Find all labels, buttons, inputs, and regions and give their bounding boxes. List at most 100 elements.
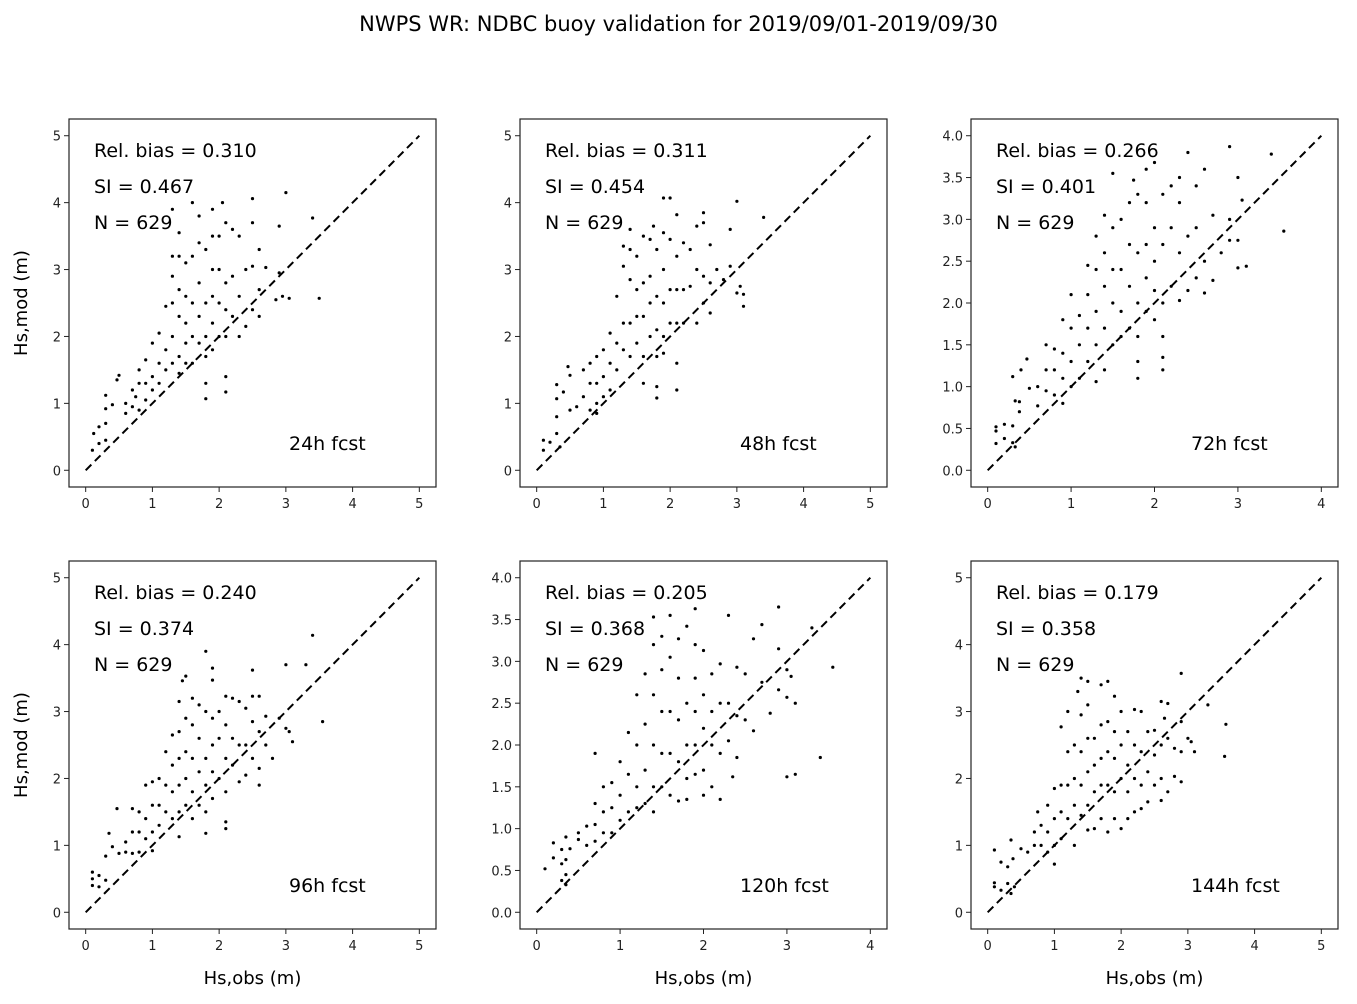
data-point xyxy=(1194,184,1198,188)
data-point xyxy=(568,373,572,377)
y-tick-label: 4.0 xyxy=(942,130,963,145)
y-tick-label: 0 xyxy=(955,906,963,921)
data-point xyxy=(1224,722,1228,726)
data-point xyxy=(581,368,586,372)
data-point xyxy=(1011,857,1015,861)
data-point xyxy=(1039,823,1043,827)
data-point xyxy=(237,294,241,298)
data-point xyxy=(651,224,656,228)
si-annotation: SI = 0.454 xyxy=(545,176,645,198)
data-point xyxy=(641,381,646,385)
data-point xyxy=(676,676,681,680)
data-point xyxy=(1013,399,1017,403)
data-point xyxy=(1052,817,1056,821)
data-point xyxy=(621,264,626,268)
data-point xyxy=(1086,326,1090,330)
data-point xyxy=(224,281,228,285)
data-point xyxy=(651,643,656,647)
data-point xyxy=(1119,217,1123,221)
si-annotation: SI = 0.358 xyxy=(996,618,1096,640)
data-point xyxy=(1099,723,1103,727)
data-point xyxy=(626,730,631,735)
data-point xyxy=(170,790,174,794)
data-point xyxy=(564,873,568,877)
y-tick-label: 3 xyxy=(504,264,512,279)
data-point xyxy=(204,334,208,339)
data-point xyxy=(150,375,154,379)
data-point xyxy=(210,796,215,801)
data-point xyxy=(244,267,248,272)
forecast-label: 144h fcst xyxy=(1191,875,1280,897)
data-point xyxy=(170,334,174,339)
rel-bias-annotation: Rel. bias = 0.310 xyxy=(94,140,257,162)
data-point xyxy=(675,361,679,365)
data-point xyxy=(1111,171,1115,175)
data-point xyxy=(237,234,241,238)
data-point xyxy=(1194,276,1198,280)
data-point xyxy=(566,365,570,369)
data-point xyxy=(104,421,108,425)
x-tick-label: 2 xyxy=(1117,939,1125,954)
data-point xyxy=(224,694,228,698)
si-annotation: SI = 0.467 xyxy=(94,176,194,198)
data-point xyxy=(1106,720,1110,724)
x-tick-label: 4 xyxy=(1250,939,1258,954)
data-point xyxy=(170,207,174,211)
data-point xyxy=(810,626,814,630)
axes-frame xyxy=(68,118,437,488)
si-annotation: SI = 0.374 xyxy=(94,618,194,640)
data-point xyxy=(190,756,194,761)
data-point xyxy=(277,271,281,275)
data-point xyxy=(1139,709,1143,714)
data-point xyxy=(1027,386,1031,390)
data-point xyxy=(1092,827,1096,831)
data-point xyxy=(1219,251,1223,255)
data-point xyxy=(1179,671,1183,676)
data-point xyxy=(137,408,141,412)
y-tick-label: 0.0 xyxy=(942,464,963,479)
data-point xyxy=(97,885,101,889)
data-point xyxy=(1106,783,1110,787)
y-tick-label: 2.0 xyxy=(491,739,512,754)
data-point xyxy=(210,666,215,670)
data-point xyxy=(621,244,626,248)
subplot-96h-fcst: 0 1 2 3 4 5 0 1 2 3 4 5 Rel. bias = 0.240 SI = 0.374 N… xyxy=(11,560,437,989)
data-point xyxy=(668,196,672,200)
data-point xyxy=(693,607,697,611)
data-point xyxy=(1099,756,1103,761)
data-point xyxy=(177,371,181,375)
x-tick-label: 5 xyxy=(415,497,423,512)
data-point xyxy=(685,743,689,747)
data-point xyxy=(1086,679,1090,684)
one-to-one-line xyxy=(986,135,1323,471)
data-point xyxy=(777,688,781,692)
data-point xyxy=(655,354,659,359)
data-point xyxy=(204,756,208,761)
x-tick-label: 2 xyxy=(666,497,674,512)
data-point xyxy=(668,793,672,797)
data-point xyxy=(695,267,699,272)
x-tick-label: 3 xyxy=(783,939,791,954)
data-point xyxy=(701,793,706,797)
data-point xyxy=(1066,783,1070,787)
data-point xyxy=(237,699,241,704)
data-point xyxy=(224,790,228,794)
data-point xyxy=(1012,885,1017,889)
data-point xyxy=(718,797,722,802)
data-point xyxy=(184,803,188,807)
data-point xyxy=(628,247,632,252)
data-point xyxy=(110,403,114,407)
data-point xyxy=(655,294,659,298)
data-point xyxy=(244,773,248,777)
data-point xyxy=(660,709,664,714)
data-point xyxy=(777,647,781,651)
data-point xyxy=(210,348,215,352)
rel-bias-annotation: Rel. bias = 0.205 xyxy=(545,582,708,604)
x-tick-label: 5 xyxy=(415,939,423,954)
data-point xyxy=(217,709,221,714)
data-point xyxy=(204,810,208,814)
data-point xyxy=(1126,763,1130,767)
data-point xyxy=(668,655,672,659)
data-point xyxy=(287,296,291,300)
data-point xyxy=(635,693,639,697)
